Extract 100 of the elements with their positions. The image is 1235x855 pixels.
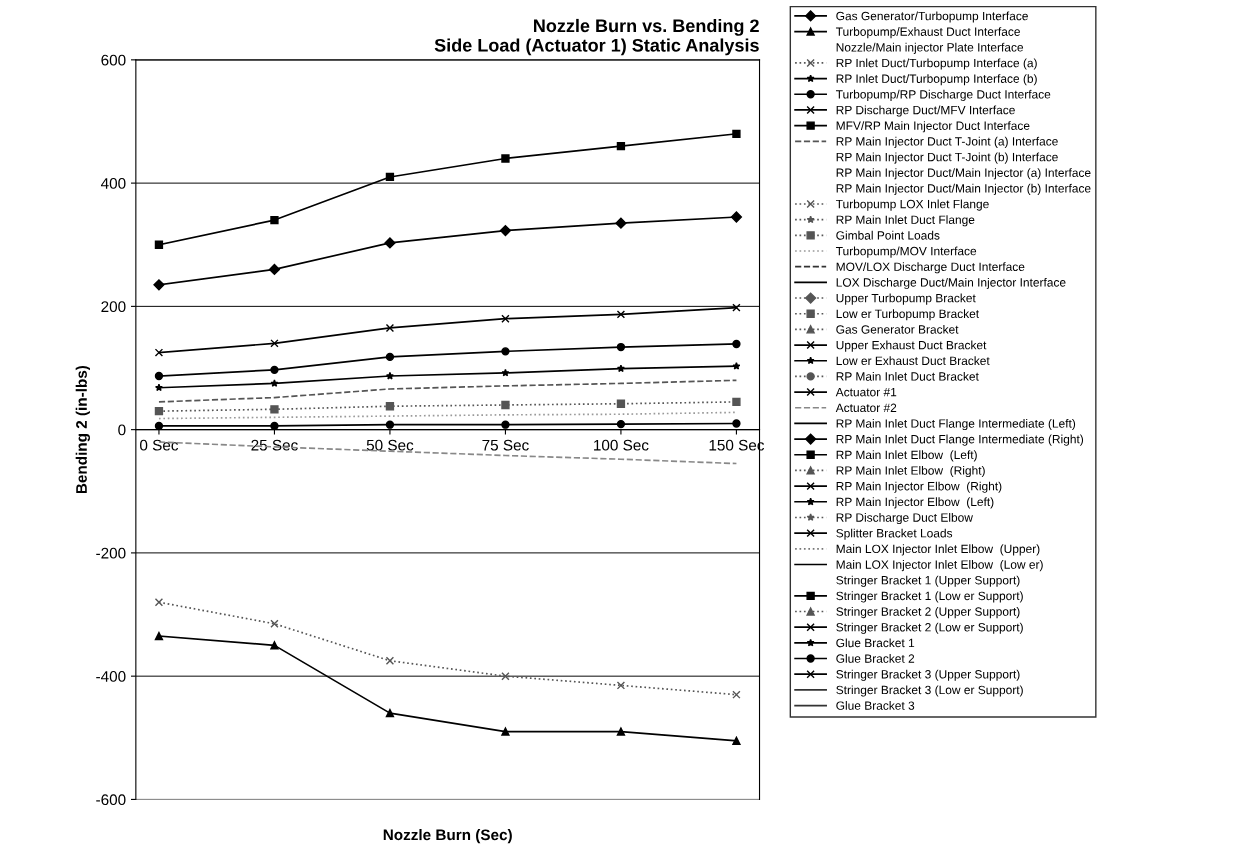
- point: [501, 727, 510, 736]
- legend-label: Main LOX Injector Inlet Elbow (Low er): [836, 560, 1043, 572]
- legend-label: RP Main Inlet Duct Flange: [836, 215, 975, 227]
- point: [732, 129, 741, 138]
- point: [154, 371, 164, 381]
- legend-label: MFV/RP Main Injector Duct Interface: [836, 121, 1030, 133]
- point: [153, 279, 165, 291]
- point: [154, 406, 164, 416]
- legend-label: MOV/LOX Discharge Duct Interface: [836, 262, 1025, 274]
- legend-label: RP Main Inlet Elbow (Left): [836, 450, 977, 462]
- point: [501, 400, 510, 410]
- point: [385, 371, 394, 380]
- legend-label: RP Main Inlet Duct Bracket: [836, 371, 979, 381]
- point: [732, 736, 741, 746]
- point: [616, 681, 626, 690]
- point: [732, 397, 741, 407]
- point: [501, 368, 510, 377]
- point: [270, 365, 279, 375]
- legend-label: Turbopump/Exhaust Duct Interface: [835, 27, 1020, 39]
- point: [616, 419, 626, 429]
- legend-label: RP Main Injector Duct T-Joint (a) Interface: [836, 136, 1058, 148]
- x-tick-label: 0 Sec: [140, 439, 179, 451]
- point: [385, 352, 395, 362]
- legend-label: Turbopump LOX Inlet Flange: [835, 199, 989, 211]
- chart-title: Nozzle Burn vs. Bending 2 Side Load (Actuator 1) Static Analysis: [434, 18, 759, 56]
- point: [615, 217, 627, 229]
- legend-label: Low er Turbopump Bracket: [836, 309, 980, 321]
- legend-label: Stringer Bracket 3 (Upper Support): [836, 669, 1020, 681]
- legend-label: Stringer Bracket 2 (Upper Support): [836, 607, 1020, 619]
- legend-label: RP Main Injector Duct T-Joint (b) Interface: [836, 152, 1058, 164]
- point: [732, 419, 741, 428]
- point: [385, 656, 395, 665]
- legend-label: Main LOX Injector Inlet Elbow (Upper): [836, 544, 1040, 556]
- legend-label: Low er Exhaust Duct Bracket: [836, 356, 990, 366]
- legend-label: RP Main Inlet Duct Flange Intermediate (Right): [836, 434, 1084, 446]
- point: [501, 154, 510, 163]
- legend-label: Upper Turbopump Bracket: [836, 293, 976, 305]
- legend-label: Gas Generator/Turbopump Interface: [836, 11, 1028, 23]
- legend-label: RP Main Injector Duct/Main Injector (b) Interface: [836, 183, 1091, 195]
- point: [732, 339, 741, 349]
- point: [616, 364, 625, 373]
- legend-label: RP Discharge Duct/MFV Interface: [836, 105, 1015, 117]
- legend-label: Turbopump/RP Discharge Duct Interface: [835, 89, 1051, 101]
- point: [616, 342, 626, 352]
- point: [270, 619, 279, 628]
- point: [616, 310, 626, 319]
- point: [501, 420, 510, 429]
- legend-label: Splitter Bracket Loads: [836, 528, 953, 540]
- legend-label: Stringer Bracket 1 (Upper Support): [836, 575, 1020, 587]
- point: [732, 690, 741, 699]
- point: [501, 314, 510, 323]
- legend-label: RP Main Inlet Elbow (Right): [836, 465, 985, 478]
- legend-label: Nozzle/Main injector Plate Interface: [836, 42, 1024, 54]
- point: [154, 383, 163, 392]
- legend-label: LOX Discharge Duct/Main Injector Interface: [836, 277, 1066, 290]
- point: [501, 347, 510, 356]
- point: [499, 224, 512, 237]
- point: [730, 211, 743, 223]
- y-tick-label: -400: [96, 671, 126, 682]
- legend-label: Stringer Bracket 2 (Low er Support): [836, 622, 1023, 634]
- legend-label: Gimbal Point Loads: [836, 230, 940, 240]
- point: [732, 361, 741, 370]
- point: [154, 348, 164, 357]
- x-tick-label: 25 Sec: [251, 439, 298, 451]
- y-tick-label: 0: [118, 424, 126, 436]
- point: [616, 141, 626, 151]
- point: [501, 671, 510, 681]
- legend-label: RP Main Injector Duct/Main Injector (a) Interface: [836, 168, 1091, 180]
- point: [154, 598, 164, 607]
- legend-label: Stringer Bracket 1 (Low er Support): [836, 591, 1023, 603]
- y-tick-label: 600: [101, 54, 126, 66]
- legend-label: RP Inlet Duct/Turbopump Interface (a): [836, 58, 1037, 70]
- legend-label: Gas Generator Bracket: [836, 324, 959, 334]
- point: [154, 240, 164, 249]
- legend-label: RP Main Injector Elbow (Left): [836, 497, 994, 509]
- y-axis-title: Bending 2 (in-lbs): [75, 365, 90, 494]
- legend-label: Glue Bracket 2: [836, 654, 915, 663]
- legend-label: Actuator #1: [835, 388, 897, 397]
- point: [270, 405, 279, 414]
- x-axis-title: Nozzle Burn (Sec): [383, 829, 512, 844]
- y-tick-label: 200: [101, 301, 126, 313]
- point: [385, 402, 395, 411]
- point: [385, 420, 395, 429]
- point: [385, 172, 395, 182]
- line-series: [158, 411, 738, 420]
- point: [270, 339, 279, 348]
- y-tick-label: -600: [96, 794, 126, 806]
- point: [616, 399, 626, 408]
- legend-label: Glue Bracket 3: [836, 701, 915, 710]
- x-tick-label: 100 Sec: [594, 439, 649, 451]
- legend-label: RP Main Injector Elbow (Right): [836, 481, 1002, 493]
- legend-label: Actuator #2: [835, 403, 897, 413]
- point: [270, 215, 279, 225]
- y-tick-label: 400: [100, 177, 126, 189]
- point: [384, 237, 396, 249]
- y-tick-label: -200: [96, 547, 126, 559]
- point: [616, 727, 626, 736]
- point: [385, 323, 395, 333]
- point: [732, 303, 741, 312]
- legend-label: Turbopump/MOV Interface: [835, 246, 977, 258]
